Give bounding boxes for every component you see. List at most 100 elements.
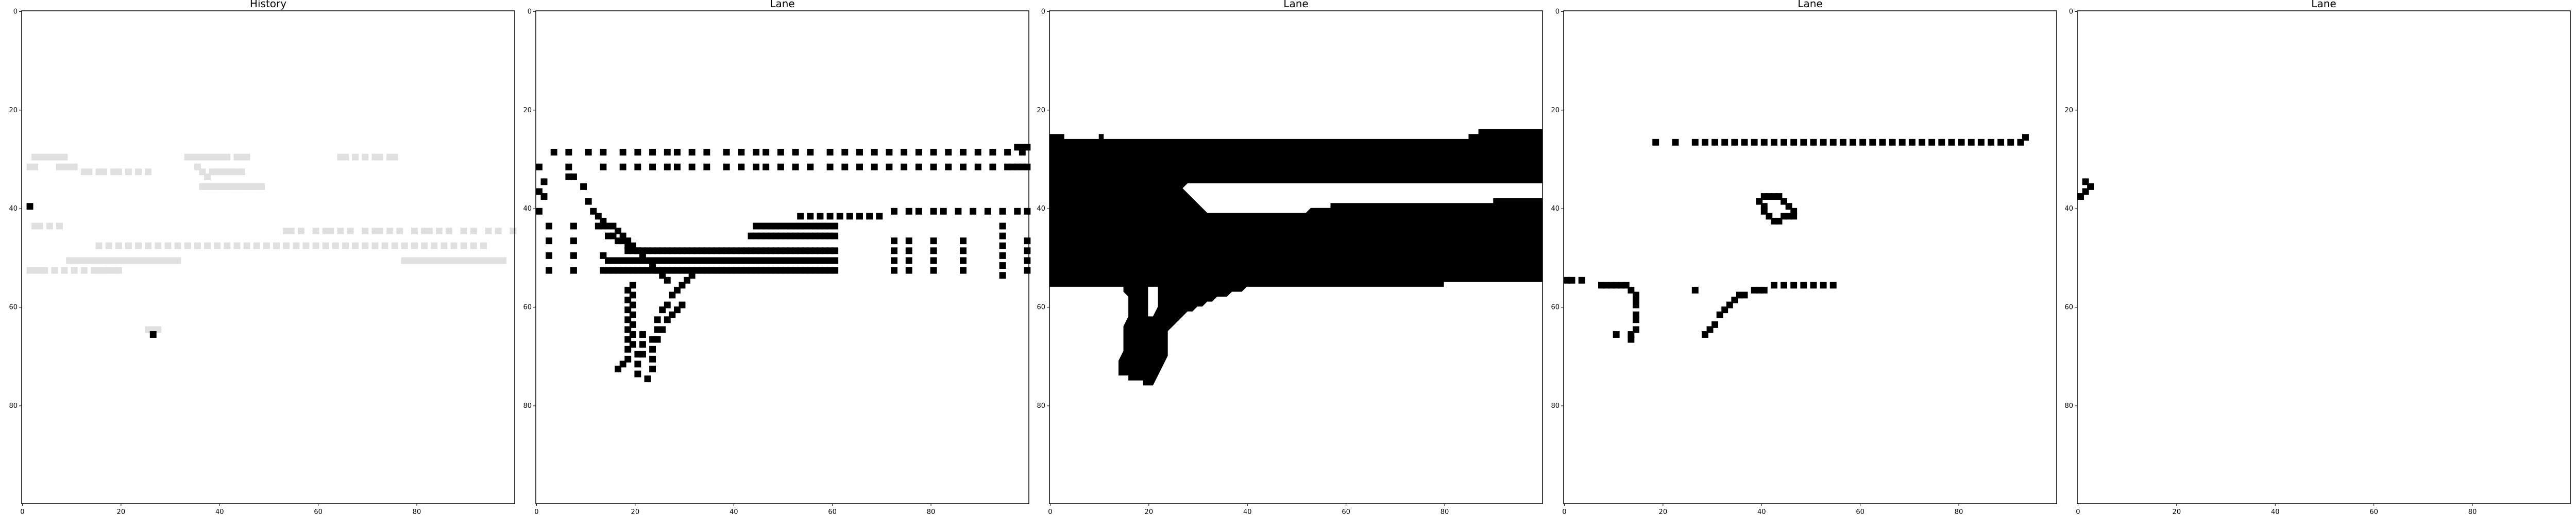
x-tick-label: 40 — [215, 508, 224, 515]
x-tick-label: 60 — [2369, 508, 2378, 515]
dark-cell — [1711, 139, 1719, 146]
panel-frame — [2077, 10, 2571, 504]
dark-cell — [832, 267, 839, 274]
y-tick-label: 80 — [1551, 402, 1560, 410]
light-cell — [337, 228, 344, 234]
dark-cell — [1701, 139, 1708, 146]
light-cell — [36, 222, 43, 230]
dark-cell — [600, 163, 607, 170]
x-tick-label: 0 — [534, 508, 538, 515]
light-cell — [86, 168, 93, 176]
light-cell — [485, 228, 492, 234]
dark-cell — [673, 163, 681, 170]
dark-cell — [664, 163, 671, 170]
light-cell — [224, 242, 231, 249]
light-cell — [352, 153, 359, 161]
light-cell — [297, 228, 304, 234]
panel-background — [1564, 11, 2057, 504]
dark-cell — [1568, 277, 1575, 284]
dark-cell — [1810, 139, 1817, 146]
dark-cell — [905, 267, 912, 274]
dark-cell — [856, 213, 863, 220]
panel-1: History 0 20 40 60 80 0 20 40 60 80 — [9, 0, 517, 515]
light-cell — [184, 242, 191, 249]
y-tick-label: 0 — [1041, 8, 1045, 15]
x-tick-label: 80 — [413, 508, 421, 515]
dark-cell — [639, 331, 646, 338]
dark-cell — [1741, 291, 1748, 299]
dark-cell — [1024, 208, 1031, 215]
y-tick-label: 40 — [1551, 205, 1560, 213]
light-cell — [371, 242, 379, 249]
dark-cell — [664, 148, 671, 156]
light-cell — [500, 257, 507, 264]
x-tick-label: 0 — [1048, 508, 1052, 515]
light-cell — [327, 228, 334, 234]
light-cell — [174, 257, 181, 264]
dark-cell — [826, 213, 834, 220]
dark-cell — [1829, 139, 1837, 146]
light-cell — [342, 153, 349, 161]
light-cell — [510, 228, 517, 234]
y-tick-label: 0 — [1555, 8, 1560, 15]
dark-cell — [585, 198, 592, 205]
dark-cell — [629, 341, 636, 348]
dark-cell — [989, 163, 996, 170]
light-cell — [322, 242, 329, 249]
light-cell — [460, 242, 467, 249]
dark-cell — [546, 237, 553, 245]
light-cell — [411, 228, 418, 234]
dark-cell — [1899, 139, 1906, 146]
dark-cell — [649, 355, 656, 363]
x-tick-label: 60 — [828, 508, 837, 515]
light-cell — [377, 228, 383, 234]
light-cell — [362, 153, 369, 161]
dark-cell — [644, 375, 651, 383]
dark-cell — [945, 163, 952, 170]
dark-cell — [1839, 139, 1846, 146]
dark-cell — [901, 148, 908, 156]
dark-cell — [1652, 139, 1659, 146]
dark-cell — [619, 148, 626, 156]
y-tick-label: 20 — [523, 107, 532, 114]
dark-cell — [1731, 139, 1738, 146]
dark-cell — [1800, 139, 1807, 146]
dark-cell — [999, 222, 1006, 230]
light-cell — [115, 168, 122, 176]
light-cell — [460, 228, 467, 234]
light-cell — [440, 242, 448, 249]
light-cell — [431, 242, 438, 249]
panel-4: Lane 0 20 40 60 80 0 20 40 60 80 — [1551, 0, 2057, 515]
dark-cell — [940, 208, 947, 215]
x-tick-label: 0 — [1562, 508, 1566, 515]
light-cell — [347, 228, 354, 234]
x-tick-label: 60 — [314, 508, 323, 515]
light-cell — [283, 242, 290, 249]
dark-cell — [1948, 139, 1955, 146]
dark-cell — [984, 208, 991, 215]
dark-cell — [891, 208, 897, 215]
dark-cell — [1820, 139, 1827, 146]
dark-cell — [876, 213, 883, 220]
dark-cell — [792, 148, 799, 156]
dark-cell — [540, 178, 548, 185]
dark-cell — [1760, 139, 1768, 146]
dark-cell — [1024, 267, 1031, 274]
x-tick-label: 80 — [1955, 508, 1963, 515]
dark-cell — [629, 291, 636, 299]
panel-3: Lane 0 20 40 60 80 0 20 40 60 80 — [1037, 0, 1543, 515]
light-cell — [263, 242, 270, 249]
x-tick-label: 40 — [730, 508, 738, 515]
panel-background — [2077, 11, 2570, 504]
light-cell — [273, 242, 280, 249]
panel-title: Lane — [1283, 0, 1308, 10]
dark-cell — [846, 213, 853, 220]
y-tick-label: 80 — [1037, 402, 1045, 410]
dark-cell — [945, 148, 952, 156]
dark-cell — [974, 163, 981, 170]
dark-cell — [856, 163, 863, 170]
dark-cell — [886, 148, 893, 156]
dark-cell — [1024, 247, 1031, 254]
dark-cell — [723, 163, 730, 170]
